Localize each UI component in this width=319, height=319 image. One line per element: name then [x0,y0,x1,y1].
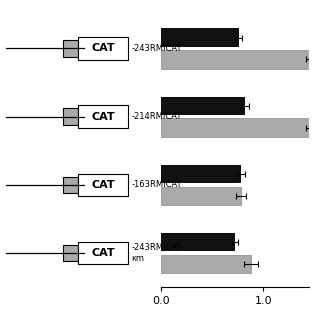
Bar [161,255,251,273]
Bar [78,105,128,128]
Bar [63,40,78,57]
Text: -214RMICAT: -214RMICAT [131,112,182,121]
Bar [161,28,239,47]
Bar [78,37,128,60]
Text: CAT: CAT [92,248,115,258]
Bar [63,108,78,125]
Bar [63,177,78,193]
Text: -163RMICAT: -163RMICAT [131,180,182,189]
Bar [161,97,245,115]
Text: κm: κm [131,254,145,263]
Bar [78,174,128,196]
Text: CAT: CAT [92,112,115,122]
Bar [161,165,241,183]
Bar [161,233,235,251]
Bar [161,187,241,205]
Text: -243RMICAT: -243RMICAT [131,44,182,53]
Bar [161,50,309,69]
Bar [63,245,78,261]
Bar [78,242,128,264]
Text: -243RMICAT-: -243RMICAT- [131,243,184,252]
Text: CAT: CAT [92,43,115,54]
Bar [161,118,309,137]
Text: CAT: CAT [92,180,115,190]
